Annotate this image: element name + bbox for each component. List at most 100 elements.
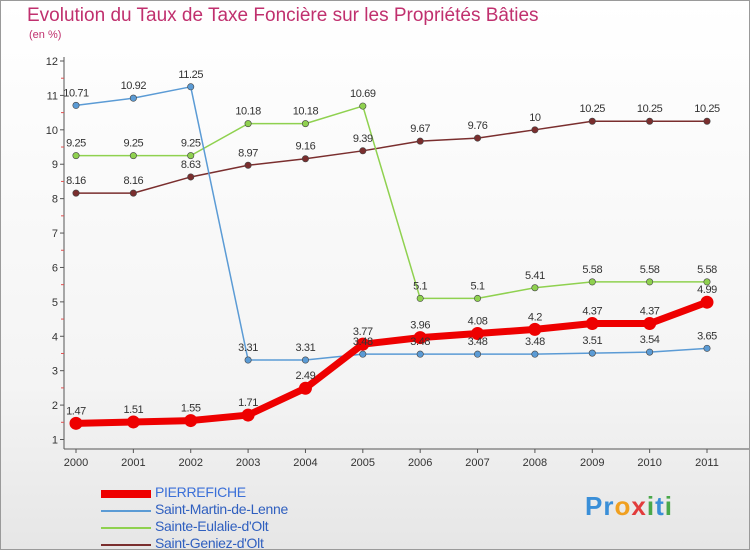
data-point [301,155,309,163]
data-point [187,173,195,181]
data-label: 1.55 [181,403,201,415]
data-label: 5.1 [470,280,484,292]
data-point [585,317,599,331]
data-label: 5.1 [413,280,427,292]
data-point [413,331,427,345]
data-point [359,102,367,110]
data-point [244,120,252,128]
series-line-1 [75,86,708,361]
y-tick-label: 5 [52,297,58,309]
data-label: 4.37 [582,306,602,318]
legend-label: Saint-Martin-de-Lenne [155,501,288,517]
chart-title: Evolution du Taux de Taxe Foncière sur l… [27,5,539,26]
data-point [531,126,539,134]
data-point [72,101,80,109]
data-point [703,117,711,125]
logo-letter: r [603,491,615,521]
data-point [471,327,485,341]
data-point [646,278,654,286]
x-tick-label: 2002 [178,457,202,469]
data-point [474,294,482,302]
logo-letter: x [631,491,647,521]
x-tick-label: 2000 [64,457,88,469]
data-label: 9.25 [181,138,201,150]
data-point [129,189,137,197]
y-tick-label: 6 [52,262,58,274]
data-label: 4.37 [640,306,660,318]
data-point [359,147,367,155]
data-point [72,189,80,197]
legend-label: PIERREFICHE [155,484,246,500]
data-label: 10.18 [235,106,261,118]
unit-label: (en %) [29,29,62,41]
y-tick-label: 12 [46,56,58,68]
data-point [643,317,657,331]
data-point [588,117,596,125]
data-label: 10.71 [63,87,89,99]
y-tick-label: 9 [52,159,58,171]
data-point [72,152,80,160]
y-tick-label: 7 [52,228,58,240]
logo-letter: P [585,491,604,521]
data-point [298,381,312,395]
legend-swatch [101,510,151,512]
x-tick-label: 2009 [580,457,604,469]
data-point [531,284,539,292]
x-tick-label: 2007 [465,457,489,469]
data-point [301,120,309,128]
data-label: 5.58 [697,264,717,276]
x-tick-label: 2004 [293,457,317,469]
data-label: 10.92 [121,80,147,92]
data-point [69,416,83,430]
data-label: 5.41 [525,270,545,282]
y-tick-label: 10 [46,125,58,137]
data-point [129,94,137,102]
data-label: 3.65 [697,330,717,342]
data-label: 10.25 [637,103,663,115]
data-label: 9.76 [468,120,488,132]
data-label: 2.49 [296,370,316,382]
data-point [646,117,654,125]
data-label: 8.63 [181,159,201,171]
data-point [474,134,482,142]
x-tick-label: 2010 [637,457,661,469]
data-point [244,356,252,364]
data-point [588,278,596,286]
data-label: 3.48 [525,336,545,348]
data-point [187,83,195,91]
y-tick-label: 8 [52,194,58,206]
data-point [474,350,482,358]
data-label: 8.16 [66,175,86,187]
data-label: 3.54 [640,334,660,346]
data-label: 3.51 [582,335,602,347]
data-point [531,350,539,358]
data-label: 9.25 [66,138,86,150]
data-label: 4.08 [468,316,488,328]
x-tick-label: 2005 [351,457,375,469]
data-label: 10.25 [580,103,606,115]
legend-swatch [101,490,151,498]
x-tick-label: 2006 [408,457,432,469]
y-tick-label: 1 [52,435,58,447]
y-tick-label: 4 [52,331,58,343]
data-label: 3.31 [296,342,316,354]
data-label: 4.2 [528,311,542,323]
data-label: 3.96 [410,320,430,332]
y-tick-label: 11 [47,90,58,102]
data-point [416,350,424,358]
data-label: 3.31 [238,342,258,354]
data-point [129,152,137,160]
data-label: 10 [529,112,541,124]
data-point [700,295,714,309]
data-point [588,349,596,357]
data-point [184,414,198,428]
y-tick-label: 2 [52,400,58,412]
data-point [528,322,542,336]
data-label: 10.69 [350,88,376,100]
data-point [416,137,424,145]
data-point [244,161,252,169]
data-label: 1.47 [66,405,86,417]
data-label: 5.58 [640,264,660,276]
data-label: 8.16 [123,175,143,187]
